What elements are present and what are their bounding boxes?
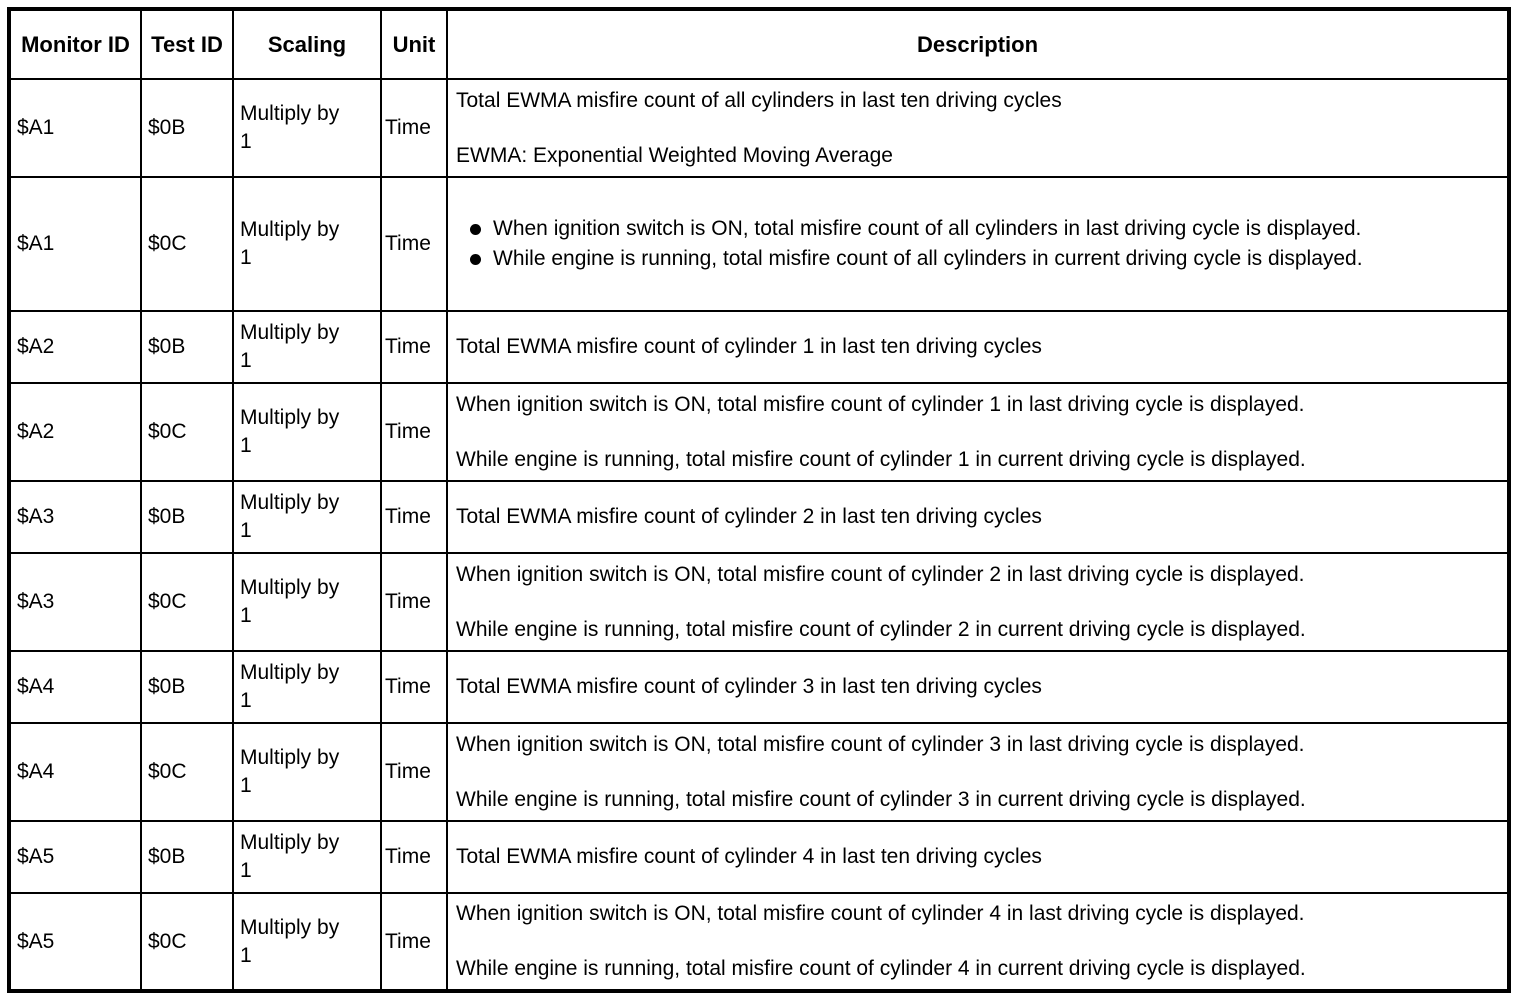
unit-cell: Time: [380, 650, 448, 724]
description-paragraph: Total EWMA misfire count of cylinder 4 i…: [456, 845, 1042, 869]
misfire-test-table: Monitor ID Test ID Scaling Unit Descript…: [7, 7, 1511, 993]
description-paragraph: Total EWMA misfire count of all cylinder…: [456, 88, 1062, 112]
description-cell: Total EWMA misfire count of cylinder 3 i…: [446, 650, 1510, 724]
test-id-cell: $0C: [140, 382, 234, 482]
description-paragraph: EWMA: Exponential Weighted Moving Averag…: [456, 143, 893, 167]
description-paragraph: When ignition switch is ON, total misfir…: [456, 902, 1305, 926]
table-row: $A3 $0B Multiply by 1 Time Total EWMA mi…: [8, 480, 1510, 554]
monitor-id-cell: $A1: [8, 78, 142, 178]
description-cell: When ignition switch is ON, total misfir…: [446, 722, 1510, 822]
scaling-cell: Multiply by 1: [232, 176, 382, 312]
monitor-id-cell: $A2: [8, 310, 142, 384]
unit-cell: Time: [380, 382, 448, 482]
unit-cell: Time: [380, 552, 448, 652]
test-id-cell: $0B: [140, 480, 234, 554]
unit-cell: Time: [380, 892, 448, 992]
description-cell: When ignition switch is ON, total misfir…: [446, 892, 1510, 992]
unit-cell: Time: [380, 176, 448, 312]
unit-cell: Time: [380, 480, 448, 554]
table-row: $A2 $0B Multiply by 1 Time Total EWMA mi…: [8, 310, 1510, 384]
description-bullet-item: When ignition switch is ON, total misfir…: [456, 215, 1497, 243]
description-paragraph: While engine is running, total misfire c…: [456, 787, 1306, 811]
description-paragraph: When ignition switch is ON, total misfir…: [456, 562, 1305, 586]
scaling-cell: Multiply by 1: [232, 310, 382, 384]
description-cell: When ignition switch is ON, total misfir…: [446, 176, 1510, 312]
monitor-id-cell: $A3: [8, 480, 142, 554]
monitor-id-cell: $A2: [8, 382, 142, 482]
description-paragraph: Total EWMA misfire count of cylinder 1 i…: [456, 335, 1042, 359]
unit-cell: Time: [380, 78, 448, 178]
monitor-id-cell: $A1: [8, 176, 142, 312]
description-paragraph: While engine is running, total misfire c…: [456, 617, 1306, 641]
monitor-id-cell: $A3: [8, 552, 142, 652]
monitor-id-cell: $A4: [8, 722, 142, 822]
scaling-cell: Multiply by 1: [232, 382, 382, 482]
test-id-cell: $0C: [140, 722, 234, 822]
header-monitor-id: Monitor ID: [8, 8, 142, 80]
scaling-cell: Multiply by 1: [232, 78, 382, 178]
description-bullet-item: While engine is running, total misfire c…: [456, 245, 1497, 273]
description-paragraph: When ignition switch is ON, total misfir…: [456, 732, 1305, 756]
description-cell: When ignition switch is ON, total misfir…: [446, 382, 1510, 482]
scaling-cell: Multiply by 1: [232, 480, 382, 554]
test-id-cell: $0C: [140, 176, 234, 312]
description-paragraph: While engine is running, total misfire c…: [456, 447, 1306, 471]
table-row: $A1 $0B Multiply by 1 Time Total EWMA mi…: [8, 78, 1510, 178]
unit-cell: Time: [380, 722, 448, 822]
bullet-icon: [470, 224, 481, 236]
unit-cell: Time: [380, 820, 448, 894]
table-row: $A1 $0C Multiply by 1 Time When ignition…: [8, 176, 1510, 312]
header-unit: Unit: [380, 8, 448, 80]
table-header-row: Monitor ID Test ID Scaling Unit Descript…: [8, 8, 1510, 80]
description-cell: Total EWMA misfire count of cylinder 2 i…: [446, 480, 1510, 554]
table-row: $A5 $0B Multiply by 1 Time Total EWMA mi…: [8, 820, 1510, 894]
table-row: $A5 $0C Multiply by 1 Time When ignition…: [8, 892, 1510, 992]
test-id-cell: $0B: [140, 820, 234, 894]
test-id-cell: $0B: [140, 78, 234, 178]
test-id-cell: $0B: [140, 310, 234, 384]
bullet-icon: [470, 254, 481, 265]
table-row: $A4 $0B Multiply by 1 Time Total EWMA mi…: [8, 650, 1510, 724]
description-paragraph: Total EWMA misfire count of cylinder 3 i…: [456, 675, 1042, 699]
description-paragraph: While engine is running, total misfire c…: [493, 247, 1363, 270]
scaling-cell: Multiply by 1: [232, 650, 382, 724]
monitor-id-cell: $A5: [8, 820, 142, 894]
table-row: $A2 $0C Multiply by 1 Time When ignition…: [8, 382, 1510, 482]
scaling-cell: Multiply by 1: [232, 722, 382, 822]
description-paragraph: While engine is running, total misfire c…: [456, 957, 1306, 980]
table-row: $A4 $0C Multiply by 1 Time When ignition…: [8, 722, 1510, 822]
description-paragraph: When ignition switch is ON, total misfir…: [456, 392, 1305, 416]
scaling-cell: Multiply by 1: [232, 892, 382, 992]
description-cell: Total EWMA misfire count of cylinder 1 i…: [446, 310, 1510, 384]
test-id-cell: $0B: [140, 650, 234, 724]
monitor-id-cell: $A5: [8, 892, 142, 992]
unit-cell: Time: [380, 310, 448, 384]
header-description: Description: [446, 8, 1510, 80]
header-scaling: Scaling: [232, 8, 382, 80]
description-paragraph: Total EWMA misfire count of cylinder 2 i…: [456, 505, 1042, 529]
test-id-cell: $0C: [140, 892, 234, 992]
description-cell: When ignition switch is ON, total misfir…: [446, 552, 1510, 652]
table-row: $A3 $0C Multiply by 1 Time When ignition…: [8, 552, 1510, 652]
header-test-id: Test ID: [140, 8, 234, 80]
description-cell: Total EWMA misfire count of all cylinder…: [446, 78, 1510, 178]
description-cell: Total EWMA misfire count of cylinder 4 i…: [446, 820, 1510, 894]
test-id-cell: $0C: [140, 552, 234, 652]
monitor-id-cell: $A4: [8, 650, 142, 724]
description-paragraph: When ignition switch is ON, total misfir…: [493, 217, 1362, 241]
scaling-cell: Multiply by 1: [232, 552, 382, 652]
scaling-cell: Multiply by 1: [232, 820, 382, 894]
